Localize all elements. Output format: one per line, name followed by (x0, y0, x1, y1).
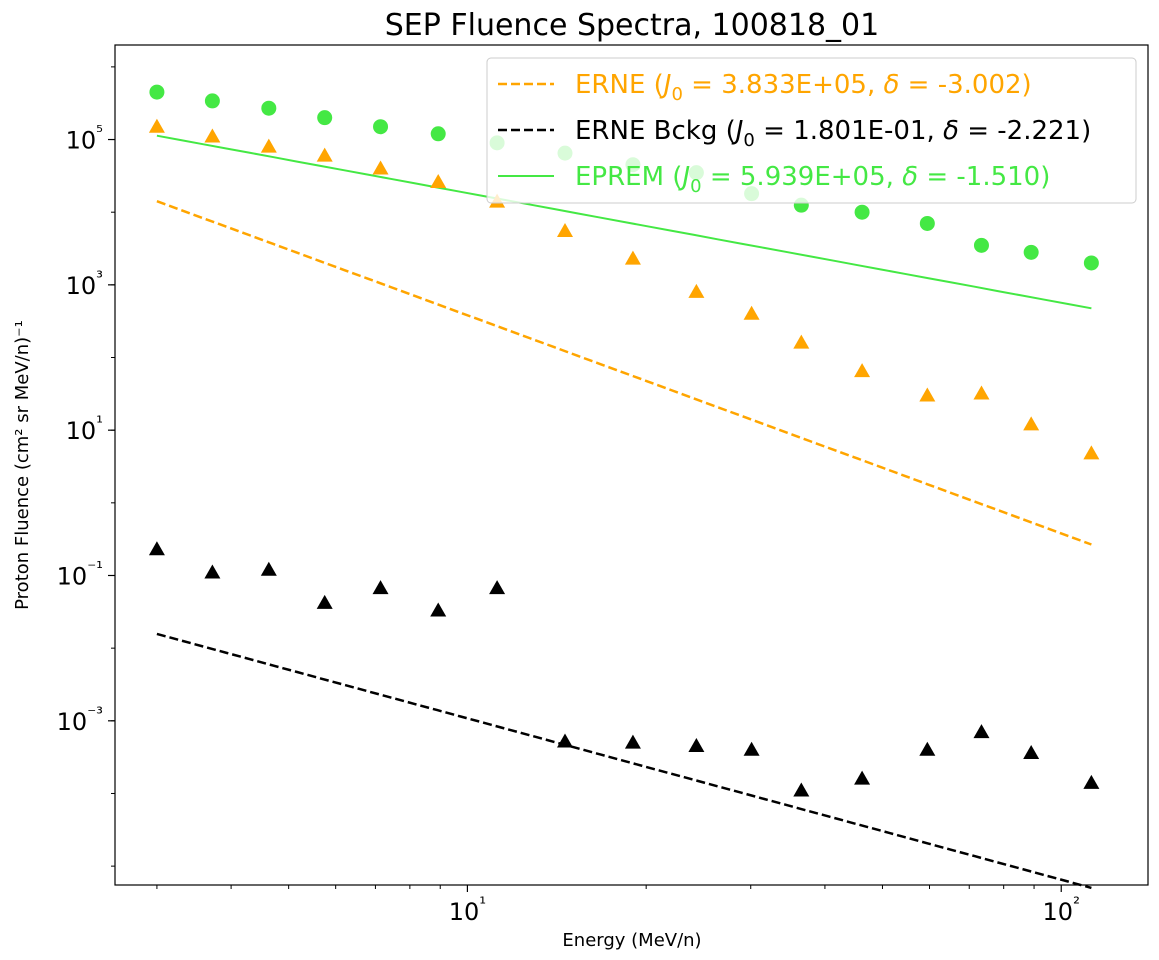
erne-bckg-fit-legend-label: ERNE Bckg (J0 = 1.801E-01, δ = -2.221) (575, 116, 1091, 151)
eprem-point (261, 100, 277, 116)
erne-fit-line (156, 200, 1092, 546)
erne-point (260, 138, 277, 153)
legend-items: ERNE (J0 = 3.833E+05, δ = -3.002) ERNE Bc… (498, 70, 1091, 197)
eprem-point (854, 204, 870, 220)
erne-bckg-point (204, 564, 221, 579)
erne-bckg-point (743, 741, 760, 756)
y-axis-ticks: 10⁻³ 10⁻¹ 10¹ 10³ 10⁵ (57, 66, 115, 867)
erne-bckg-point (688, 738, 705, 753)
erne-fit-legend-label: ERNE (J0 = 3.833E+05, δ = -3.002) (575, 70, 1032, 105)
eprem-fit-line (156, 134, 1092, 310)
eprem-point (919, 215, 935, 231)
eprem-fit-legend-label: EPREM (J0 = 5.939E+05, δ = -1.510) (575, 162, 1050, 197)
x-axis-label: Energy (MeV/n) (562, 930, 701, 951)
erne-point (1083, 445, 1100, 460)
eprem-point (373, 119, 389, 135)
erne-point (372, 160, 389, 175)
legend: ERNE (J0 = 3.833E+05, δ = -3.002) ERNE Bc… (486, 57, 1137, 204)
plot-frame (114, 44, 1149, 886)
erne-bckg-point (557, 733, 574, 748)
fit-lines (156, 134, 1092, 890)
erne-point (743, 305, 760, 320)
y-axis-label: Proton Fluence (cm² sr MeV/n)⁻¹ (12, 320, 33, 610)
erne-point (430, 174, 447, 189)
x-tick-label: 10² (1043, 894, 1080, 926)
y-tick-label: 10⁻³ (57, 704, 103, 736)
erne-bckg-point (489, 580, 506, 595)
erne-bckg-fit-line (156, 632, 1092, 890)
erne-bckg-point (316, 594, 333, 609)
legend-box (486, 57, 1137, 204)
x-axis-ticks: 10¹ 10² (156, 885, 1080, 926)
eprem-point (204, 93, 220, 109)
chart-title: SEP Fluence Spectra, 100818_01 (385, 8, 879, 43)
erne-bckg-point (430, 602, 447, 617)
erne-bckg-point (372, 580, 389, 595)
erne-bckg-point (1023, 745, 1040, 760)
erne-bckg-point (260, 561, 277, 576)
erne-bckg-point (624, 734, 641, 749)
erne-bckg-point (148, 541, 165, 556)
erne-bckg-point (1083, 774, 1100, 789)
erne-point (1023, 416, 1040, 431)
y-tick-label: 10¹ (66, 413, 103, 445)
erne-bckg-point (854, 770, 871, 785)
erne-point (793, 334, 810, 349)
y-tick-label: 10⁻¹ (57, 558, 103, 590)
eprem-point (317, 110, 333, 126)
erne-bckg-point (793, 782, 810, 797)
eprem-point (430, 126, 446, 142)
erne-point (919, 387, 936, 402)
data-points (148, 84, 1100, 797)
y-tick-label: 10⁵ (66, 123, 103, 155)
eprem-point (973, 237, 989, 253)
erne-point (204, 128, 221, 143)
eprem-point (1023, 244, 1039, 260)
erne-point (557, 223, 574, 238)
eprem-point (149, 84, 165, 100)
erne-point (624, 250, 641, 265)
eprem-point (1083, 255, 1099, 271)
erne-point (148, 118, 165, 133)
erne-point (316, 147, 333, 162)
erne-point (854, 363, 871, 378)
erne-point (973, 385, 990, 400)
erne-bckg-point (919, 741, 936, 756)
erne-bckg-point (973, 724, 990, 739)
erne-point (688, 283, 705, 298)
x-tick-label: 10¹ (449, 894, 486, 926)
plot-area (114, 44, 1149, 890)
y-tick-label: 10³ (66, 268, 103, 300)
